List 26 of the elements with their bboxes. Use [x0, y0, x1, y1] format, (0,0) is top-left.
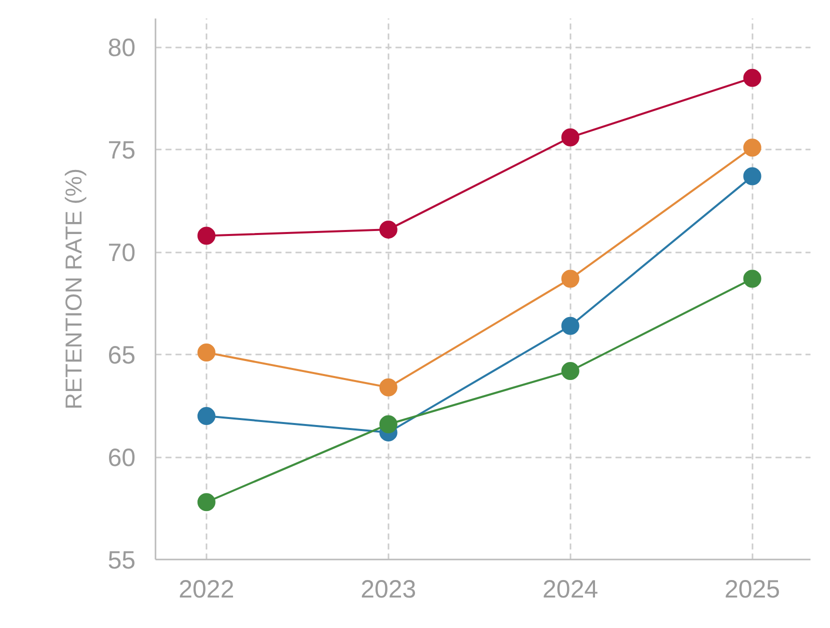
y-tick-label: 80 [108, 34, 136, 62]
point [197, 493, 216, 512]
point [743, 270, 762, 288]
y-tick-label: 55 [108, 546, 136, 574]
point [197, 407, 216, 426]
point [561, 270, 580, 288]
point [561, 316, 580, 335]
x-tick-label: 2025 [724, 576, 780, 604]
y-tick-label: 75 [108, 136, 136, 165]
point [561, 362, 580, 380]
x-tick-label: 2024 [542, 576, 598, 604]
point [379, 378, 398, 396]
point [561, 128, 580, 146]
point [743, 138, 762, 157]
y-axis-title: RETENTION RATE (%) [60, 168, 87, 410]
point [197, 344, 216, 362]
y-tick-label: 70 [108, 239, 136, 268]
point [743, 68, 762, 87]
point [379, 220, 398, 239]
point [197, 226, 216, 245]
y-tick-label: 60 [108, 444, 136, 472]
point [743, 167, 762, 186]
y-tick-label: 65 [108, 342, 136, 370]
x-tick-label: 2023 [360, 576, 416, 604]
point [379, 415, 398, 434]
x-tick-label: 2022 [178, 576, 234, 604]
